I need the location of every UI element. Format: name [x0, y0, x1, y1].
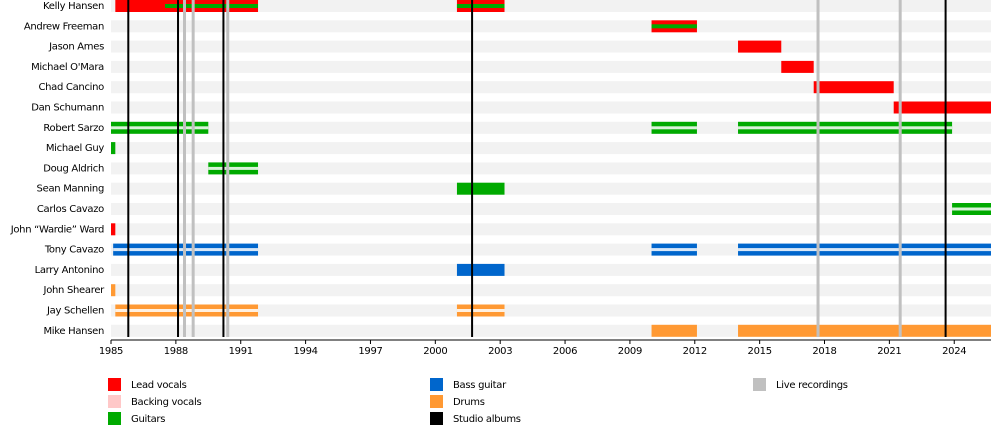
- member-name: Larry Antonino: [35, 265, 105, 276]
- member-name: John “Wardie” Ward: [10, 224, 104, 235]
- bar: [456, 182, 505, 195]
- row-band: [111, 182, 991, 195]
- legend-swatch: [430, 412, 443, 425]
- row-band: [111, 40, 991, 53]
- bar-stripe: [456, 309, 505, 312]
- legend-label: Studio albums: [453, 414, 521, 425]
- bar: [893, 101, 991, 114]
- row-band: [111, 81, 991, 94]
- x-tick-label: 2021: [877, 346, 901, 357]
- member-name: Michael O'Mara: [31, 62, 104, 73]
- x-tick-label: 1988: [164, 346, 188, 357]
- legend-label: Bass guitar: [453, 380, 507, 391]
- row-band: [111, 284, 991, 297]
- bar-stripe: [738, 126, 953, 130]
- row-band: [111, 304, 991, 317]
- bar-stripe: [165, 4, 259, 8]
- x-tick-label: 1985: [99, 346, 123, 357]
- bar: [456, 263, 505, 276]
- x-tick-label: 2015: [748, 346, 772, 357]
- bar-stripe: [111, 126, 209, 130]
- row-band: [111, 162, 991, 175]
- member-name: Kelly Hansen: [43, 1, 104, 12]
- member-name: Robert Sarzo: [43, 123, 104, 134]
- member-name: Dan Schumann: [31, 103, 104, 114]
- legend-swatch: [108, 395, 121, 408]
- row-band: [111, 263, 991, 276]
- bar-stripe: [456, 4, 505, 8]
- legend-swatch: [108, 412, 121, 425]
- row-band: [111, 0, 991, 12]
- bar: [111, 284, 116, 297]
- bar-stripe: [651, 24, 697, 29]
- member-name: Carlos Cavazo: [37, 204, 104, 215]
- member-name: Andrew Freeman: [24, 21, 104, 32]
- member-name: Tony Cavazo: [44, 245, 104, 256]
- bar: [111, 223, 116, 236]
- bar: [738, 40, 782, 53]
- bar: [111, 142, 116, 155]
- x-tick-label: 2018: [812, 346, 836, 357]
- x-tick-label: 2012: [683, 346, 707, 357]
- member-name: Mike Hansen: [43, 326, 104, 337]
- member-name: John Shearer: [43, 285, 106, 296]
- row-band: [111, 142, 991, 155]
- legend-label: Live recordings: [776, 380, 848, 391]
- x-tick-label: 2006: [553, 346, 577, 357]
- bar-stripe: [115, 309, 259, 312]
- legend-label: Drums: [453, 397, 485, 408]
- row-band: [111, 203, 991, 215]
- bar-stripe: [651, 126, 697, 130]
- row-band: [111, 101, 991, 114]
- member-name: Jay Schellen: [46, 306, 104, 317]
- legend-swatch: [430, 395, 443, 408]
- bar: [813, 81, 894, 94]
- legend-swatch: [108, 378, 121, 391]
- bar-stripe: [952, 207, 991, 211]
- bar: [738, 324, 991, 337]
- member-name: Michael Guy: [46, 143, 105, 154]
- bar-stripe: [651, 248, 697, 252]
- x-tick-label: 1997: [358, 346, 382, 357]
- bar-stripe: [738, 248, 991, 252]
- x-tick-label: 2003: [488, 346, 512, 357]
- member-name: Chad Cancino: [38, 82, 104, 93]
- row-band: [111, 60, 991, 73]
- legend-label: Lead vocals: [131, 380, 187, 391]
- legend-label: Backing vocals: [131, 397, 201, 408]
- x-tick-label: 2009: [618, 346, 642, 357]
- row-band: [111, 223, 991, 236]
- x-tick-label: 1991: [229, 346, 253, 357]
- row-band: [111, 20, 991, 33]
- bar: [651, 324, 697, 337]
- x-tick-label: 2024: [942, 346, 966, 357]
- member-name: Jason Ames: [48, 42, 104, 53]
- bar-stripe: [208, 166, 259, 170]
- legend-label: Guitars: [131, 414, 165, 425]
- member-name: Doug Aldrich: [43, 163, 104, 174]
- legend-swatch: [753, 378, 766, 391]
- legend-swatch: [430, 378, 443, 391]
- member-name: Sean Manning: [37, 184, 104, 195]
- x-tick-label: 2000: [423, 346, 447, 357]
- x-tick-label: 1994: [293, 346, 317, 357]
- bar: [781, 60, 814, 73]
